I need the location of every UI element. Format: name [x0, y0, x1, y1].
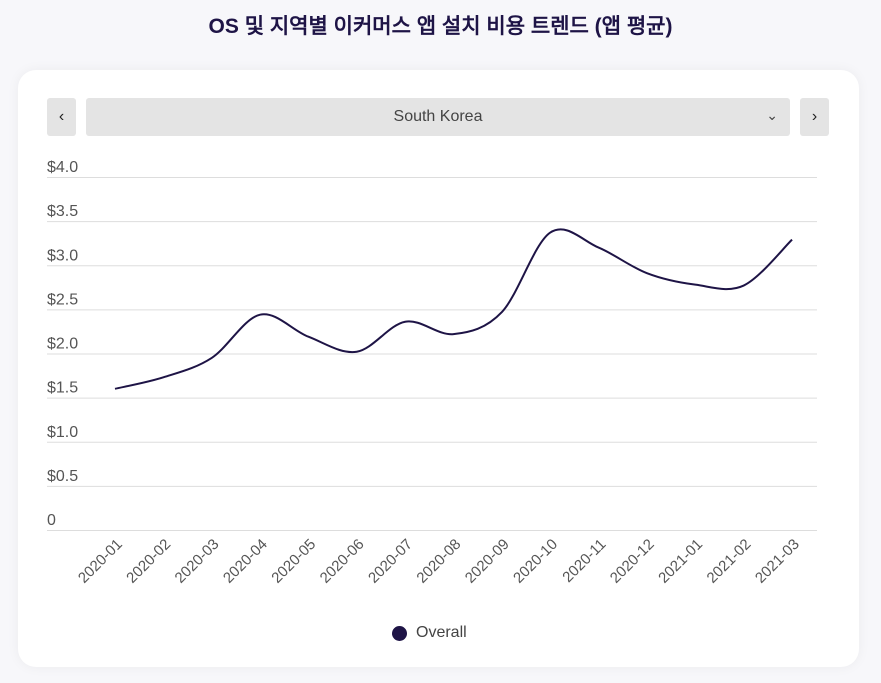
chevron-left-icon: ‹	[58, 108, 65, 125]
y-tick-label: $1.0	[47, 424, 78, 441]
chevron-down-icon: ⌄	[766, 107, 778, 123]
legend-dot	[392, 625, 407, 641]
x-tick-label: 2020-10	[510, 536, 561, 587]
x-tick-label: 2020-07	[365, 536, 416, 587]
prev-button[interactable]: ‹	[47, 98, 76, 136]
y-tick-label: $3.0	[47, 247, 78, 264]
x-tick-label: 2020-01	[75, 536, 126, 587]
selected-country: South Korea	[393, 108, 483, 125]
x-tick-label: 2020-09	[462, 536, 513, 587]
x-tick-label: 2021-03	[752, 536, 803, 587]
legend-item-overall[interactable]: Overall	[392, 624, 467, 642]
x-tick-label: 2020-03	[172, 536, 223, 587]
chart-card	[18, 70, 859, 667]
x-tick-label: 2020-08	[413, 536, 464, 587]
x-tick-label: 2020-02	[123, 536, 174, 587]
legend-label: Overall	[416, 624, 467, 641]
x-tick-label: 2020-05	[268, 536, 319, 587]
y-tick-label: 0	[47, 512, 56, 529]
y-tick-label: $4.0	[47, 159, 78, 176]
next-button[interactable]: ›	[800, 98, 829, 136]
y-tick-label: $2.0	[47, 336, 78, 353]
series-line-overall	[114, 228, 793, 390]
chart-title: OS 및 지역별 이커머스 앱 설치 비용 트렌드 (앱 평균)	[208, 15, 673, 38]
x-tick-label: 2020-11	[559, 536, 609, 586]
chevron-right-icon: ›	[811, 108, 818, 125]
x-tick-label: 2020-04	[220, 536, 271, 587]
y-tick-label: $3.5	[47, 203, 78, 220]
x-tick-label: 2020-12	[607, 536, 658, 587]
x-tick-label: 2021-01	[655, 536, 706, 587]
x-tick-label: 2021-02	[704, 536, 755, 587]
y-tick-label: $1.5	[47, 380, 78, 397]
x-tick-label: 2020-06	[317, 536, 368, 587]
y-tick-label: $0.5	[47, 468, 78, 485]
country-select[interactable]: South Korea ⌄	[86, 98, 790, 136]
y-tick-label: $2.5	[47, 291, 78, 308]
